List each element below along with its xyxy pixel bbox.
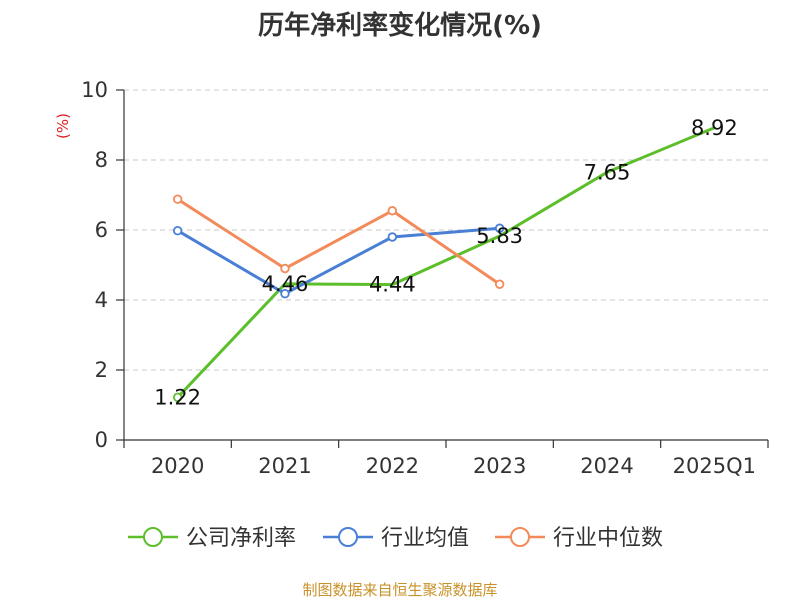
data-label: 4.46 (262, 272, 309, 296)
data-label: 8.92 (691, 116, 738, 140)
x-tick-label: 2022 (366, 454, 419, 478)
y-tick-label: 6 (95, 218, 108, 242)
legend-marker (143, 527, 163, 547)
y-tick-label: 10 (81, 78, 108, 102)
y-tick-label: 0 (95, 428, 108, 452)
data-point (387, 232, 398, 242)
y-axis-label: (%) (54, 113, 72, 139)
legend-label: 公司净利率 (186, 526, 296, 551)
data-point (280, 289, 290, 299)
x-tick-label: 2020 (151, 454, 204, 478)
data-point (280, 263, 290, 274)
legend-label: 行业中位数 (553, 526, 663, 551)
legend-label: 行业均值 (381, 526, 469, 551)
x-tick-label: 2025Q1 (673, 454, 756, 478)
data-point (172, 225, 183, 236)
x-tick-label: 2024 (580, 454, 633, 478)
data-point (172, 392, 183, 402)
data-labels: 1.22 4.46 4.44 5.83 7.65 8.92 (154, 116, 738, 409)
y-tick-label: 2 (95, 358, 108, 382)
data-point (494, 223, 505, 233)
data-label: 1.22 (154, 385, 201, 409)
source-note: 制图数据来自恒生聚源数据库 (302, 581, 497, 599)
series-line-1 (176, 226, 500, 296)
data-point (494, 279, 505, 289)
chart-title: 历年净利率变化情况(%) (258, 10, 542, 41)
axes: 0 2 4 6 8 10 2020 2021 2022 2023 2024 2025Q1 (81, 78, 769, 478)
x-tick-label: 2021 (258, 454, 311, 478)
series-line-2 (176, 197, 501, 286)
legend-marker (510, 527, 530, 547)
series-layer (172, 126, 715, 402)
series-line-0 (176, 126, 715, 399)
x-tick-label: 2023 (473, 454, 526, 478)
y-tick-label: 4 (95, 288, 108, 312)
grid-lines (124, 89, 768, 371)
data-point (172, 194, 183, 204)
data-label: 4.44 (369, 273, 416, 297)
data-label: 5.83 (476, 224, 523, 248)
legend: 公司净利率 行业均值 行业中位数 (128, 526, 663, 551)
data-point (387, 206, 398, 216)
y-tick-label: 8 (95, 148, 108, 172)
legend-marker (338, 527, 358, 547)
data-label: 7.65 (584, 160, 631, 184)
